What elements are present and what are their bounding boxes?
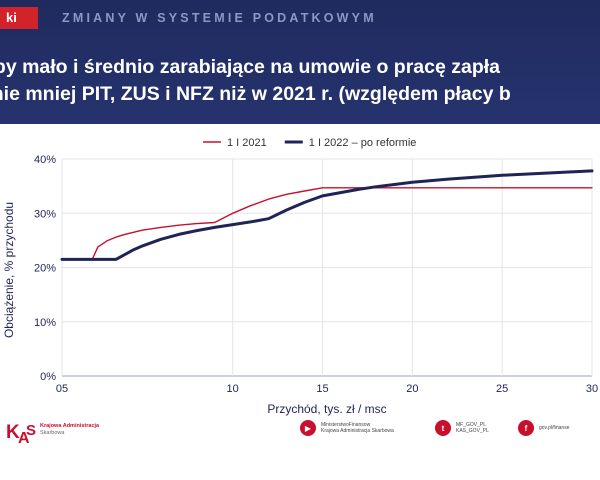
header-banner: ki ZMIANY W SYSTEMIE PODATKOWYM oby mało… <box>0 0 600 124</box>
section-kicker: ZMIANY W SYSTEMIE PODATKOWYM <box>62 11 377 25</box>
y-tick-label: 10% <box>34 317 56 329</box>
chart-grid <box>61 158 593 377</box>
x-tick-label: 05 <box>56 383 68 395</box>
kas-name-line-2: Skarbowa <box>40 430 65 436</box>
y-axis-label: Obciążenie, % przychodu <box>2 202 16 338</box>
twitter-handle-2: KAS_GOV_PL <box>456 428 489 434</box>
twitter-icon: t <box>435 420 451 436</box>
youtube-link[interactable]: ▶ MinisterstwoFinansow Krajowa Administr… <box>300 420 394 436</box>
facebook-page: gov.pl/finanse <box>539 424 570 431</box>
series-line-1 <box>61 187 593 261</box>
svg-text:A: A <box>18 430 30 446</box>
chart-legend: 1 I 2021 1 I 2022 – po reformie <box>203 137 416 149</box>
facebook-icon: f <box>518 420 534 436</box>
y-tick-label: 30% <box>34 208 56 220</box>
x-tick-label: 15 <box>316 383 328 395</box>
x-tick-label: 20 <box>406 383 418 395</box>
line-chart: 1 I 2021 1 I 2022 – po reformie 0% 10% 20% 3… <box>2 137 598 416</box>
kas-name-line-1: Krajowa Administracja <box>40 423 100 429</box>
chart-series <box>60 169 594 261</box>
y-tick-label: 40% <box>34 154 56 166</box>
chart-ticks: 0% 10% 20% 30% 40% 05 10 15 20 25 30 <box>34 154 598 395</box>
page-title: oby mało i średnio zarabiające na umowie… <box>0 54 600 108</box>
youtube-channel-1: MinisterstwoFinansow <box>321 421 371 428</box>
x-tick-label: 25 <box>496 383 508 395</box>
kas-logo-icon: K A S <box>6 422 36 446</box>
facebook-link[interactable]: f gov.pl/finanse <box>518 420 569 436</box>
svg-text:K: K <box>6 422 20 443</box>
page-title-line-2: znie mniej PIT, ZUS i NFZ niż w 2021 r. … <box>0 83 511 105</box>
series-line-2 <box>60 169 594 261</box>
x-axis-label: Przychód, tys. zł / msc <box>267 402 386 416</box>
legend-label-2: 1 I 2022 – po reformie <box>309 137 417 149</box>
youtube-icon: ▶ <box>300 420 316 436</box>
y-tick-label: 20% <box>34 263 56 275</box>
x-tick-label: 10 <box>227 383 239 395</box>
twitter-handle-1: MF_GOV_PL <box>456 421 487 428</box>
y-tick-label: 0% <box>40 371 56 383</box>
twitter-link[interactable]: t MF_GOV_PL KAS_GOV_PL <box>435 420 489 436</box>
svg-text:S: S <box>26 422 36 439</box>
category-badge: ki <box>0 7 38 29</box>
kas-name: Krajowa Administracja Skarbowa <box>40 423 99 437</box>
footer: K A S Krajowa Administracja Skarbowa ▶ M… <box>0 410 600 480</box>
legend-label-1: 1 I 2021 <box>227 137 267 149</box>
x-tick-label: 30 <box>586 383 598 395</box>
page-title-line-1: oby mało i średnio zarabiające na umowie… <box>0 56 501 78</box>
youtube-channel-2: Krajowa Administracja Skarbowa <box>321 428 394 434</box>
